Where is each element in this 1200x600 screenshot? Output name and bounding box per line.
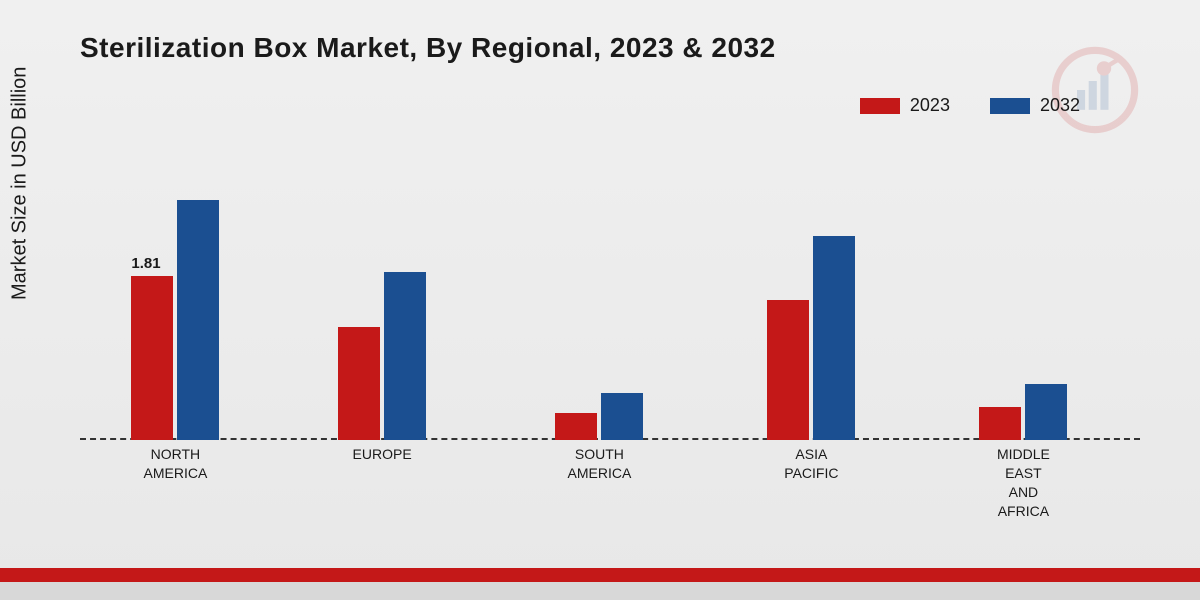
legend-item-2023: 2023: [860, 95, 950, 116]
bar-2023: [131, 276, 173, 440]
x-axis-label: NORTH AMERICA: [143, 445, 207, 483]
x-axis-label: MIDDLE EAST AND AFRICA: [997, 445, 1050, 521]
x-axis-label: ASIA PACIFIC: [784, 445, 838, 483]
bar-2032: [601, 393, 643, 440]
legend: 2023 2032: [860, 95, 1080, 116]
bar-2023: [338, 327, 380, 440]
x-axis-label: EUROPE: [353, 445, 412, 464]
x-axis-labels: NORTH AMERICA EUROPE SOUTH AMERICA ASIA PAC…: [80, 445, 1140, 545]
bar-2023: [555, 413, 597, 440]
bar-2023: [979, 407, 1021, 440]
legend-item-2032: 2032: [990, 95, 1080, 116]
bar-2032: [1025, 384, 1067, 440]
bar-group: [555, 393, 643, 440]
legend-swatch-2032: [990, 98, 1030, 114]
x-axis-label: SOUTH AMERICA: [567, 445, 631, 483]
bar-group: [338, 272, 426, 440]
footer-red-bar: [0, 568, 1200, 582]
bar-2023: [767, 300, 809, 440]
legend-swatch-2023: [860, 98, 900, 114]
bar-group: 1.81: [131, 200, 219, 440]
plot-area: 1.81: [80, 150, 1140, 440]
footer-gray-bar: [0, 582, 1200, 600]
legend-label-2023: 2023: [910, 95, 950, 116]
bar-2032: [384, 272, 426, 440]
watermark-logo: [1050, 45, 1140, 135]
bar-2032: [177, 200, 219, 440]
legend-label-2032: 2032: [1040, 95, 1080, 116]
bar-value-label: 1.81: [131, 255, 160, 272]
bar-group: [979, 384, 1067, 440]
bar-group: [767, 236, 855, 440]
bar-2032: [813, 236, 855, 440]
y-axis-label: Market Size in USD Billion: [9, 67, 32, 300]
chart-title: Sterilization Box Market, By Regional, 2…: [80, 32, 776, 64]
